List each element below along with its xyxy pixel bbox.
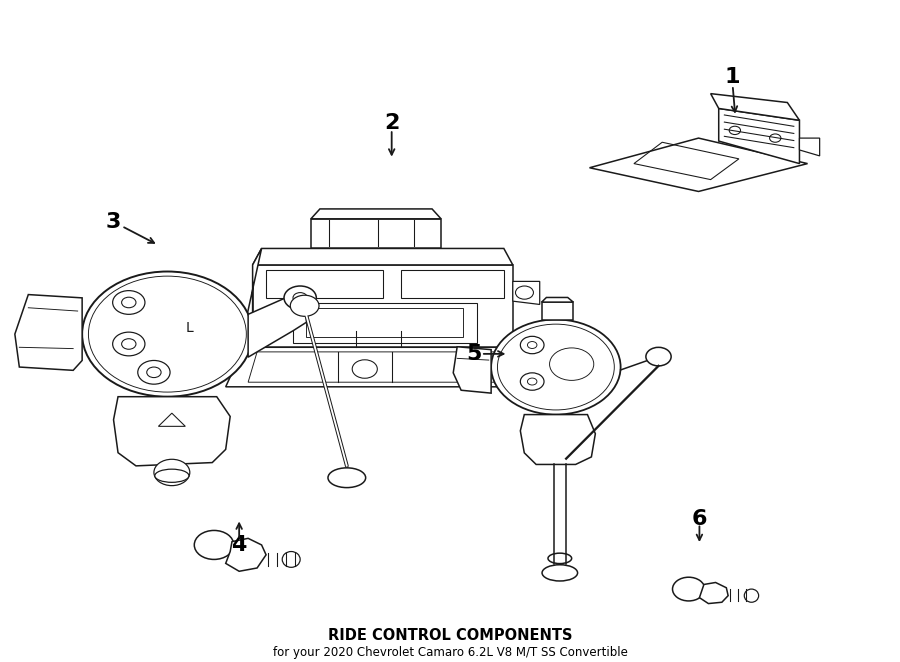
Text: 4: 4 [231, 535, 247, 555]
Text: for your 2020 Chevrolet Camaro 6.2L V8 M/T SS Convertible: for your 2020 Chevrolet Camaro 6.2L V8 M… [273, 646, 627, 659]
Polygon shape [542, 302, 573, 320]
Text: L: L [186, 320, 194, 334]
Ellipse shape [328, 468, 365, 488]
Polygon shape [14, 295, 82, 370]
Text: 3: 3 [106, 212, 122, 232]
Polygon shape [244, 248, 262, 348]
Polygon shape [310, 209, 441, 219]
Circle shape [194, 530, 234, 559]
Circle shape [672, 577, 705, 601]
Polygon shape [226, 538, 266, 571]
Circle shape [284, 286, 316, 310]
Polygon shape [226, 348, 531, 387]
Circle shape [646, 348, 671, 366]
Circle shape [112, 291, 145, 314]
Ellipse shape [283, 551, 301, 567]
Polygon shape [253, 265, 513, 348]
Polygon shape [454, 347, 491, 393]
Polygon shape [310, 219, 441, 248]
Polygon shape [799, 138, 820, 156]
Polygon shape [253, 248, 513, 265]
Circle shape [138, 360, 170, 384]
Circle shape [154, 459, 190, 486]
Circle shape [520, 373, 544, 390]
Ellipse shape [548, 553, 572, 563]
Polygon shape [113, 397, 230, 466]
Text: 5: 5 [466, 344, 482, 364]
Polygon shape [699, 583, 728, 604]
Circle shape [491, 320, 621, 414]
Circle shape [82, 271, 253, 397]
Ellipse shape [542, 565, 578, 581]
Text: 2: 2 [384, 113, 400, 133]
Polygon shape [520, 414, 596, 465]
Polygon shape [719, 109, 799, 164]
Polygon shape [248, 295, 306, 357]
Polygon shape [513, 281, 540, 305]
Circle shape [291, 295, 319, 316]
Text: 6: 6 [692, 508, 707, 528]
Ellipse shape [744, 589, 759, 602]
Polygon shape [711, 93, 799, 120]
Ellipse shape [155, 469, 189, 483]
Text: RIDE CONTROL COMPONENTS: RIDE CONTROL COMPONENTS [328, 628, 572, 643]
Circle shape [520, 336, 544, 354]
Polygon shape [590, 138, 807, 191]
Polygon shape [542, 297, 573, 302]
Polygon shape [217, 330, 244, 351]
Circle shape [112, 332, 145, 356]
Text: 1: 1 [724, 67, 741, 87]
